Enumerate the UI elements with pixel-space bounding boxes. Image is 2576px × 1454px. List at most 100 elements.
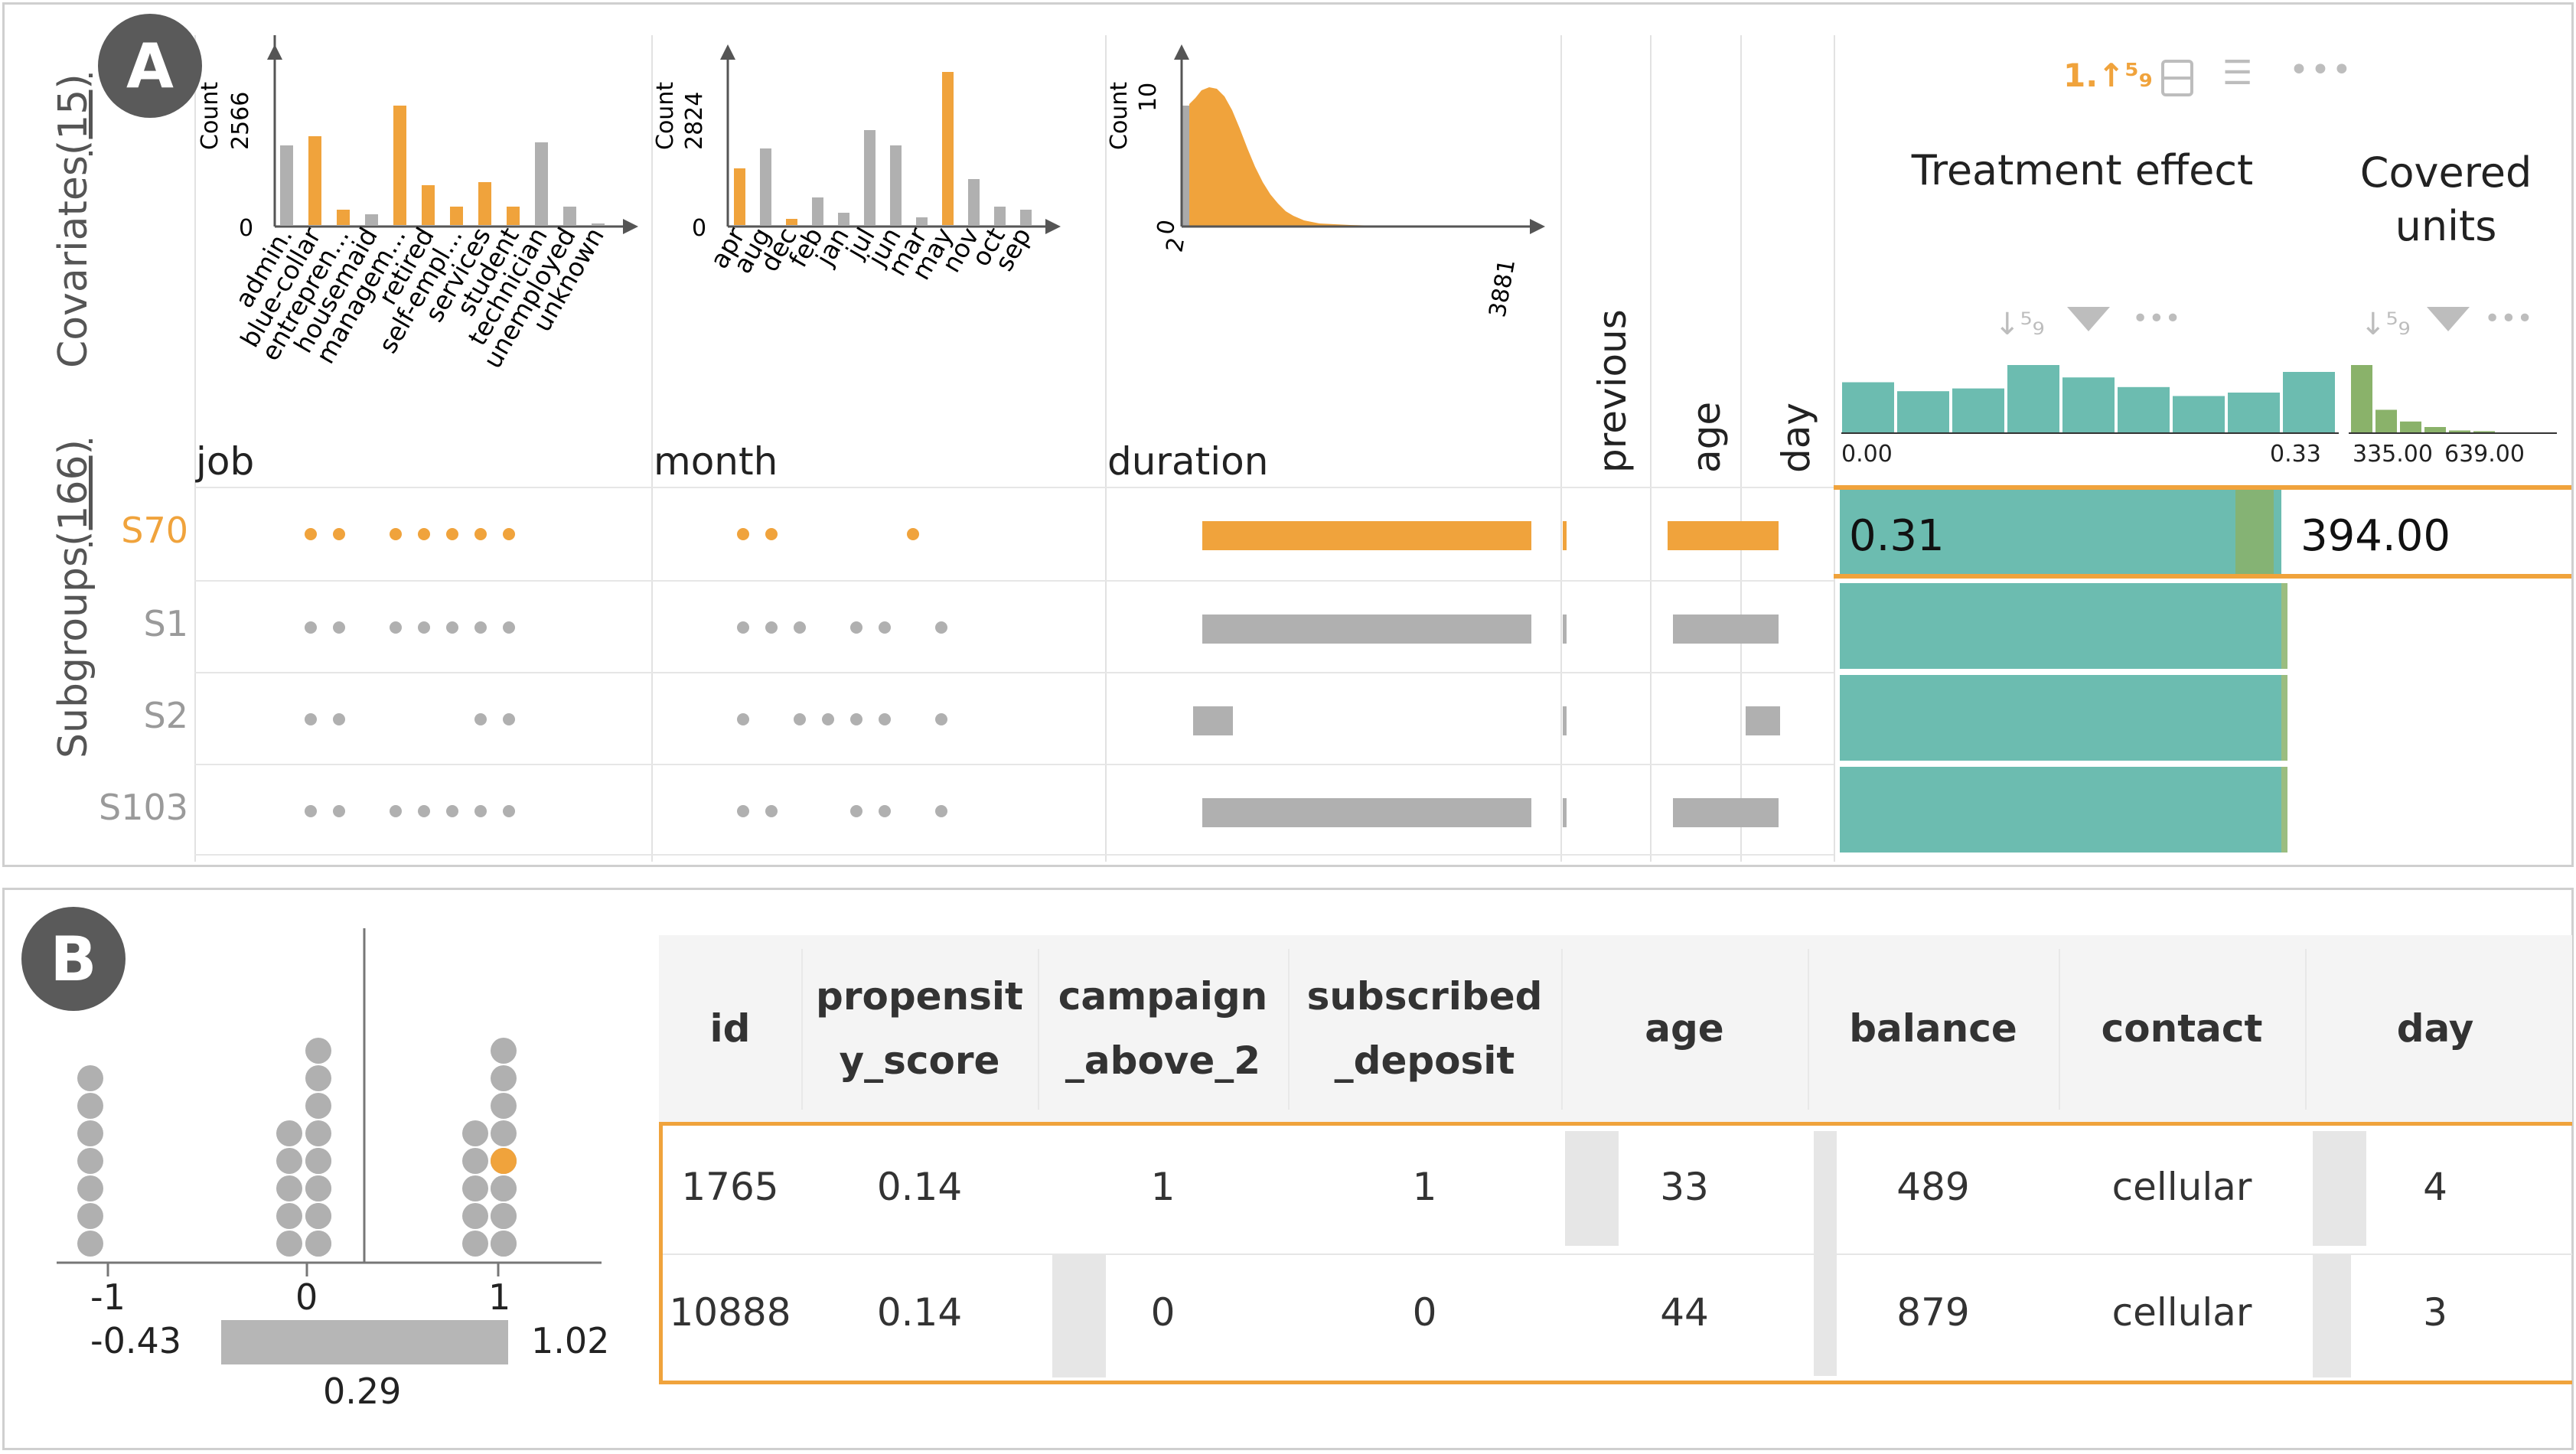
job-bar[interactable] [308, 136, 321, 225]
unit-dot[interactable] [462, 1120, 488, 1146]
unit-dot[interactable] [276, 1120, 302, 1146]
month-bar[interactable] [942, 72, 954, 225]
unit-dot[interactable] [276, 1231, 302, 1257]
sort-icon[interactable]: ↓⁵₉ [2360, 307, 2411, 342]
covered-units-hist-bar[interactable] [2349, 364, 2374, 434]
job-bar[interactable] [393, 106, 406, 225]
covered-units-bar[interactable] [2281, 675, 2287, 761]
filter-icon[interactable] [2427, 307, 2470, 331]
month-bar[interactable] [734, 168, 745, 225]
unit-dot[interactable] [77, 1120, 103, 1146]
table-cell-subscribed_deposit[interactable]: 0 [1412, 1290, 1437, 1335]
job-bar[interactable] [337, 210, 350, 225]
unit-dot[interactable] [462, 1175, 488, 1201]
job-bar[interactable] [450, 207, 463, 225]
month-bar[interactable] [968, 179, 980, 225]
month-histogram[interactable]: Count 2824 0 apraugdecfebjanjuljunmarmay… [651, 35, 1110, 448]
table-cell-balance[interactable]: 489 [1896, 1165, 1970, 1209]
unit-dot[interactable] [77, 1175, 103, 1201]
unit-dot[interactable] [276, 1175, 302, 1201]
more-icon[interactable]: ••• [2289, 51, 2353, 90]
unit-dot[interactable] [491, 1065, 517, 1091]
subgroup-id[interactable]: S2 [143, 695, 188, 736]
selected-unit-dot[interactable] [491, 1148, 517, 1174]
unit-dot[interactable] [305, 1148, 331, 1174]
unit-dot[interactable] [491, 1120, 517, 1146]
treatment-effect-hist-bar[interactable] [2006, 364, 2061, 434]
unit-dot[interactable] [305, 1175, 331, 1201]
unit-dot[interactable] [305, 1120, 331, 1146]
table-cell-campaign_above_2[interactable]: 0 [1150, 1290, 1176, 1335]
list-check-icon[interactable]: ☰ [2222, 54, 2253, 93]
unit-dot[interactable] [462, 1203, 488, 1229]
unit-dot[interactable] [77, 1148, 103, 1174]
effect-dot-plot[interactable] [5, 890, 647, 1450]
column-header-campaign_above_2[interactable]: campaign _above_2 [1058, 974, 1268, 1083]
treatment-effect-hist-bar[interactable] [2061, 376, 2116, 435]
table-cell-subscribed_deposit[interactable]: 1 [1412, 1165, 1437, 1209]
treatment-effect-hist-bar[interactable] [2171, 394, 2226, 434]
column-header-age[interactable]: age [1645, 1006, 1724, 1051]
table-cell-contact[interactable]: cellular [2111, 1165, 2252, 1209]
job-bar[interactable] [535, 142, 548, 225]
job-bar[interactable] [422, 185, 435, 225]
unit-dot[interactable] [462, 1148, 488, 1174]
table-cell-age[interactable]: 44 [1660, 1290, 1709, 1335]
treatment-effect-hist-bar[interactable] [2116, 385, 2171, 434]
filter-icon[interactable] [2067, 307, 2110, 331]
table-cell-id[interactable]: 10888 [669, 1290, 791, 1335]
month-bar[interactable] [786, 219, 797, 225]
unit-dot[interactable] [305, 1065, 331, 1091]
unit-dot[interactable] [77, 1093, 103, 1119]
unit-dot[interactable] [77, 1065, 103, 1091]
column-header-subscribed_deposit[interactable]: subscribed _deposit [1306, 974, 1543, 1083]
covered-units-bar[interactable] [2281, 583, 2287, 669]
panel-icon[interactable] [2161, 60, 2193, 96]
unit-dot[interactable] [305, 1231, 331, 1257]
job-column-label[interactable]: job [196, 439, 255, 484]
subgroup-id[interactable]: S103 [99, 787, 188, 828]
unit-dot[interactable] [491, 1231, 517, 1257]
treatment-effect-bar[interactable] [1840, 767, 2281, 853]
age-column-label[interactable]: age [1684, 401, 1729, 473]
sort-icon[interactable]: ↓⁵₉ [1994, 307, 2045, 342]
table-cell-day[interactable]: 3 [2423, 1290, 2447, 1335]
unit-dot[interactable] [462, 1231, 488, 1257]
covered-units-hist-bar[interactable] [2374, 408, 2398, 434]
month-bar[interactable] [890, 145, 902, 225]
table-cell-age[interactable]: 33 [1660, 1165, 1709, 1209]
unit-dot[interactable] [77, 1203, 103, 1229]
unit-dot[interactable] [305, 1093, 331, 1119]
unit-dot[interactable] [305, 1203, 331, 1229]
more-icon[interactable]: ••• [2132, 303, 2181, 334]
month-bar[interactable] [994, 207, 1006, 225]
unit-dot[interactable] [491, 1038, 517, 1064]
treatment-effect-bar[interactable] [1840, 583, 2281, 669]
table-cell-contact[interactable]: cellular [2111, 1290, 2252, 1335]
unit-dot[interactable] [491, 1175, 517, 1201]
treatment-effect-bar[interactable] [1840, 675, 2281, 761]
job-bar[interactable] [563, 207, 576, 225]
column-header-id[interactable]: id [709, 1006, 751, 1051]
unit-dot[interactable] [276, 1203, 302, 1229]
table-cell-balance[interactable]: 879 [1896, 1290, 1970, 1335]
treatment-effect-hist-bar[interactable] [1841, 380, 1896, 434]
treatment-effect-hist-bar[interactable] [1951, 386, 2006, 434]
column-header-balance[interactable]: balance [1849, 1006, 2017, 1051]
duration-column-label[interactable]: duration [1107, 439, 1269, 484]
covered-units-hist-bar[interactable] [2398, 419, 2423, 435]
treatment-effect-hist-bar[interactable] [2226, 391, 2281, 434]
column-header-day[interactable]: day [2396, 1006, 2474, 1051]
job-bar[interactable] [478, 182, 491, 225]
treatment-effect-histogram[interactable] [1837, 357, 2343, 441]
month-bar[interactable] [760, 148, 771, 225]
column-header-propensity_score[interactable]: propensit y_score [816, 974, 1023, 1083]
more-icon[interactable]: ••• [2484, 303, 2533, 334]
month-bar[interactable] [864, 130, 876, 225]
covered-units-histogram[interactable] [2346, 357, 2561, 441]
treatment-effect-hist-bar[interactable] [2281, 370, 2336, 434]
previous-column-label[interactable]: previous [1590, 309, 1635, 473]
job-bar[interactable] [365, 214, 378, 225]
subgroup-id[interactable]: S70 [121, 510, 188, 551]
job-bar[interactable] [280, 145, 293, 225]
